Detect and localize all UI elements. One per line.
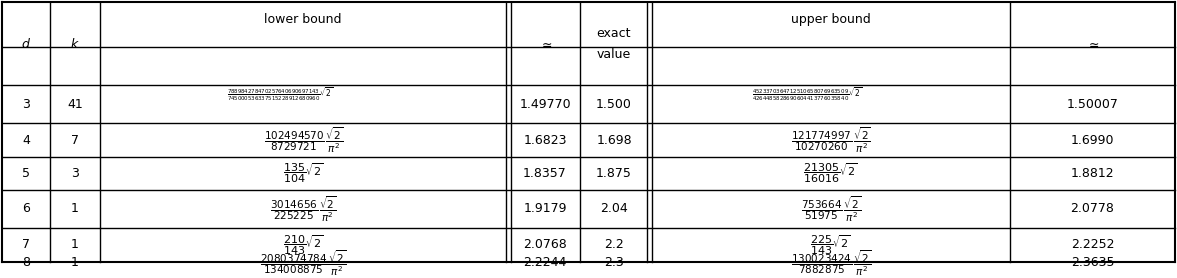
Text: 1.6990: 1.6990 [1071, 133, 1115, 147]
Text: $\dfrac{121774997}{10270260}\,\dfrac{\sqrt{2}}{\pi^2}$: $\dfrac{121774997}{10270260}\,\dfrac{\sq… [791, 125, 871, 155]
Text: lower bound: lower bound [265, 13, 343, 26]
Text: 3: 3 [22, 98, 29, 111]
Text: 1.8812: 1.8812 [1071, 167, 1115, 180]
Text: 41: 41 [67, 98, 82, 111]
Text: 1.49770: 1.49770 [519, 98, 571, 111]
Text: 2.2244: 2.2244 [524, 257, 566, 269]
Text: $\simeq$: $\simeq$ [1085, 37, 1099, 50]
Text: 7: 7 [71, 133, 79, 147]
Text: 7: 7 [22, 239, 29, 251]
Text: $\dfrac{102494570}{8729721}\,\dfrac{\sqrt{2}}{\pi^2}$: $\dfrac{102494570}{8729721}\,\dfrac{\sqr… [264, 125, 343, 155]
Text: 1: 1 [71, 239, 79, 251]
Text: $\dfrac{21305}{16016}\sqrt{2}$: $\dfrac{21305}{16016}\sqrt{2}$ [804, 162, 858, 185]
Text: 1.698: 1.698 [597, 133, 632, 147]
Text: 1.500: 1.500 [596, 98, 632, 111]
Text: 2.0778: 2.0778 [1071, 202, 1115, 215]
Text: 1.6823: 1.6823 [524, 133, 567, 147]
Text: 1.50007: 1.50007 [1066, 98, 1118, 111]
Text: value: value [597, 48, 631, 61]
Text: $d$: $d$ [21, 37, 31, 51]
Text: 1.8357: 1.8357 [523, 167, 567, 180]
Text: 3: 3 [71, 167, 79, 180]
Text: 2.2252: 2.2252 [1071, 239, 1115, 251]
Text: $\dfrac{225}{143}\sqrt{2}$: $\dfrac{225}{143}\sqrt{2}$ [811, 233, 851, 257]
Text: 1: 1 [71, 202, 79, 215]
Text: upper bound: upper bound [791, 13, 871, 26]
Text: $\frac{452337036471251065807696350\,9}{426448582869060441377603584\,0}$$\sqrt{2}: $\frac{452337036471251065807696350\,9}{4… [752, 85, 863, 103]
Text: 8: 8 [22, 257, 29, 269]
Text: 2.2: 2.2 [604, 239, 624, 251]
Text: $\dfrac{753664}{51975}\,\dfrac{\sqrt{2}}{\pi^2}$: $\dfrac{753664}{51975}\,\dfrac{\sqrt{2}}… [800, 194, 860, 224]
Text: 1.875: 1.875 [596, 167, 632, 180]
Text: $k$: $k$ [71, 37, 80, 51]
Text: exact: exact [597, 27, 631, 39]
Text: $\dfrac{2080374784}{134008875}\,\dfrac{\sqrt{2}}{\pi^2}$: $\dfrac{2080374784}{134008875}\,\dfrac{\… [260, 248, 346, 278]
Text: 1.9179: 1.9179 [524, 202, 567, 215]
Text: $\dfrac{130023424}{7882875}\,\dfrac{\sqrt{2}}{\pi^2}$: $\dfrac{130023424}{7882875}\,\dfrac{\sqr… [791, 248, 871, 278]
Text: 2.3635: 2.3635 [1071, 257, 1115, 269]
Text: 2.3: 2.3 [604, 257, 624, 269]
Text: $\frac{788984278470257640690697143}{745000536337515228912680960}$$\sqrt{2}$: $\frac{788984278470257640690697143}{7450… [227, 85, 333, 103]
Text: 2.04: 2.04 [600, 202, 627, 215]
Text: 6: 6 [22, 202, 29, 215]
Text: $\dfrac{210}{143}\sqrt{2}$: $\dfrac{210}{143}\sqrt{2}$ [282, 233, 324, 257]
Text: $\simeq$: $\simeq$ [539, 37, 552, 50]
Text: $\dfrac{135}{104}\sqrt{2}$: $\dfrac{135}{104}\sqrt{2}$ [282, 162, 324, 185]
Text: 4: 4 [22, 133, 29, 147]
Text: 1: 1 [71, 257, 79, 269]
Text: 2.0768: 2.0768 [523, 239, 567, 251]
Text: $\dfrac{3014656}{225225}\,\dfrac{\sqrt{2}}{\pi^2}$: $\dfrac{3014656}{225225}\,\dfrac{\sqrt{2… [270, 194, 337, 224]
Text: 5: 5 [22, 167, 29, 180]
